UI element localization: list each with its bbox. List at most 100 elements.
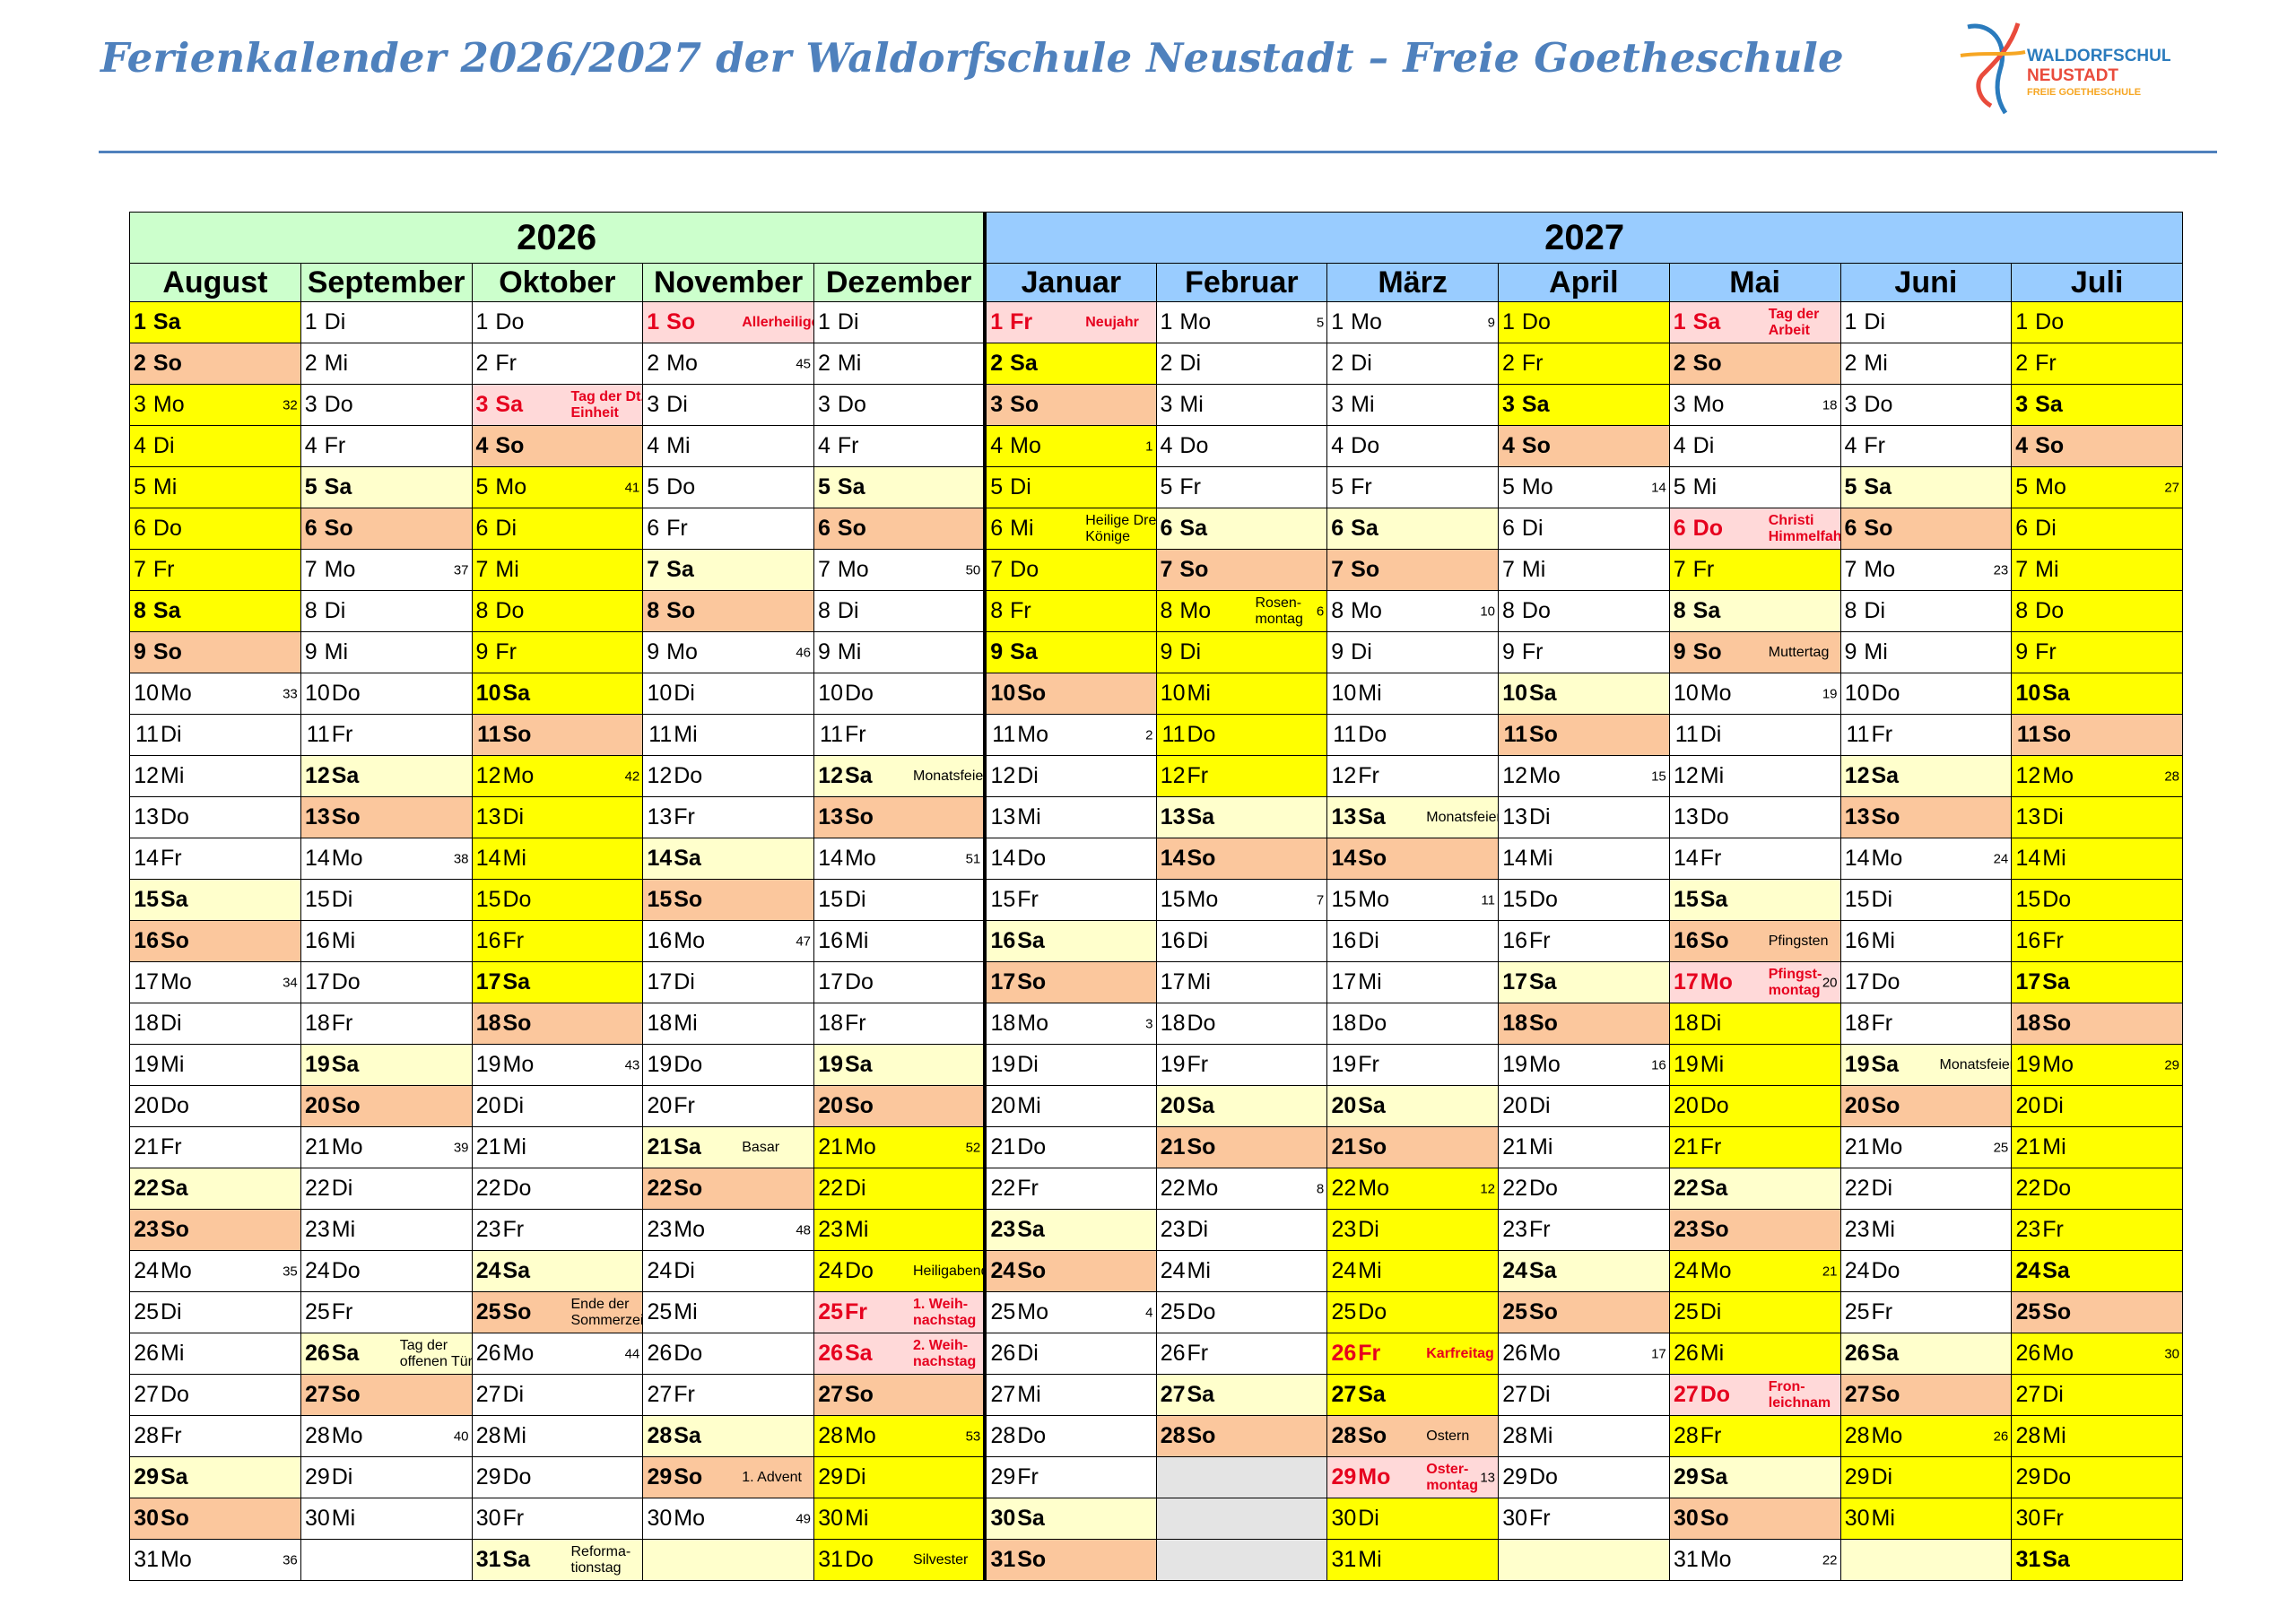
day-number: 24 [1673, 1258, 1699, 1283]
weekday: Fr [674, 804, 695, 829]
weekday: Do [495, 309, 525, 334]
day-cell: 20So [1839, 1085, 2013, 1127]
day-cell: 25So [2011, 1291, 2183, 1333]
day-cell: 28Do [983, 1415, 1157, 1457]
event-note: Monatsfeier [1939, 1056, 2012, 1073]
event-note: Muttertag [1768, 644, 1830, 660]
day-number: 3 [475, 392, 489, 417]
weekday: Di [837, 309, 859, 334]
week-number: 25 [1993, 1140, 2009, 1155]
day-cell: 25Do [1326, 1291, 1499, 1333]
day-cell: 9 Di [1326, 631, 1499, 673]
day-cell: 10Do [300, 673, 473, 715]
event-note: 1. Advent [742, 1469, 802, 1485]
weekday: Sa [1864, 474, 1892, 499]
day-number: 11 [820, 722, 843, 747]
day-cell: 3 Sa [1498, 384, 1670, 426]
day-number: 21 [1331, 1134, 1357, 1159]
weekday: Di [1864, 598, 1886, 623]
weekday: Fr [1017, 887, 1039, 912]
day-number: 25 [818, 1299, 843, 1324]
day-number: 27 [2015, 1382, 2041, 1407]
week-number: 43 [624, 1057, 640, 1073]
weekday: Di [1358, 1217, 1379, 1242]
day-number: 14 [134, 846, 159, 871]
weekday: Do [331, 969, 361, 994]
weekday: So [1700, 1506, 1729, 1531]
day-number: 27 [304, 1382, 330, 1407]
day-number: 20 [134, 1093, 159, 1118]
day-number: 29 [818, 1464, 843, 1489]
day-cell: 5 Fr [1155, 466, 1328, 508]
weekday: Fr [674, 1382, 695, 1407]
day-number: 16 [1502, 928, 1527, 953]
weekday: Di [1179, 639, 1202, 664]
weekday: Mi [2042, 1423, 2066, 1448]
weekday: Sa [1358, 804, 1386, 829]
day-number: 22 [1160, 1176, 1186, 1201]
weekday: Fr [1521, 639, 1544, 664]
day-number: 30 [1844, 1506, 1870, 1531]
day-row: 14Fr 14Mo 38 14Mi 14Sa 14Mo 51 14Do 14So 14So 14Mi… [129, 838, 2183, 880]
day-number: 4 [1673, 433, 1686, 458]
event-note: Ende der Sommerzeit [570, 1296, 643, 1328]
day-number: 9 [1844, 639, 1857, 664]
day-number: 7 [990, 557, 1004, 582]
weekday: Di [1700, 722, 1722, 747]
day-cell: 19Sa [813, 1044, 986, 1086]
day-cell: 8 Mo Rosen- montag 6 [1155, 590, 1328, 632]
day-number: 18 [1160, 1011, 1186, 1036]
day-number: 9 [818, 639, 831, 664]
day-cell: 13So [1839, 796, 2013, 838]
weekday: Di [2042, 1382, 2064, 1407]
day-cell: 24Sa [1498, 1250, 1670, 1292]
weekday: Fr [2035, 639, 2057, 664]
weekday: Do [161, 1093, 189, 1118]
weekday: Mi [2035, 557, 2059, 582]
day-cell: 5 Mo 27 [2011, 466, 2183, 508]
day-number: 3 [1844, 392, 1857, 417]
weekday: Sa [1692, 598, 1721, 623]
day-cell: 20Fr [642, 1085, 814, 1127]
weekday: Di [1871, 1176, 1893, 1201]
weekday: Sa [495, 392, 523, 417]
day-cell: 13Di [471, 796, 644, 838]
day-number: 4 [304, 433, 317, 458]
day-cell: 11Di [129, 714, 301, 756]
weekday: Fr [1529, 928, 1551, 953]
weekday: Do [2035, 598, 2065, 623]
weekday: So [1529, 1299, 1558, 1324]
weekday: So [1010, 392, 1039, 417]
weekday: Fr [161, 1134, 182, 1159]
day-cell: 25Mo 4 [983, 1291, 1157, 1333]
day-cell: 2 Di [1326, 343, 1499, 385]
day-number: 13 [1673, 804, 1699, 829]
weekday: Mo [666, 351, 698, 376]
day-cell: 4 Di [1668, 425, 1841, 467]
weekday: Di [502, 1093, 525, 1118]
day-row: 13Do 13So 13Di 13Fr 13So 13Mi 13Sa 13Sa Monatsfe… [129, 796, 2183, 838]
day-cell: 25Fr [300, 1291, 473, 1333]
day-cell: 30So [129, 1498, 301, 1540]
weekday: Fr [1010, 598, 1031, 623]
day-row: 3 Mo 32 3 Do 3 Sa Tag der Dt. Einheit 3 Di 3 Do 3 So 3… [129, 384, 2183, 426]
weekday: So [1017, 1547, 1047, 1572]
day-number: 26 [1673, 1341, 1699, 1366]
day-number: 1 [990, 309, 1004, 334]
day-number: 14 [818, 846, 843, 871]
day-cell: 2 So [1668, 343, 1841, 385]
day-number: 12 [1502, 763, 1527, 788]
day-number: 9 [647, 639, 660, 664]
day-number: 28 [475, 1423, 501, 1448]
day-number: 31 [475, 1547, 501, 1572]
day-number: 13 [1844, 804, 1870, 829]
day-cell: 3 Do [1839, 384, 2013, 426]
week-number: 48 [796, 1222, 811, 1238]
day-number: 13 [1331, 804, 1357, 829]
day-number: 15 [475, 887, 501, 912]
day-number: 6 [1502, 516, 1515, 541]
weekday: Fr [1692, 557, 1715, 582]
weekday: Di [674, 1258, 695, 1283]
day-cell: 31Mo 22 [1668, 1539, 1841, 1581]
event-note: Oster- montag [1426, 1461, 1479, 1493]
